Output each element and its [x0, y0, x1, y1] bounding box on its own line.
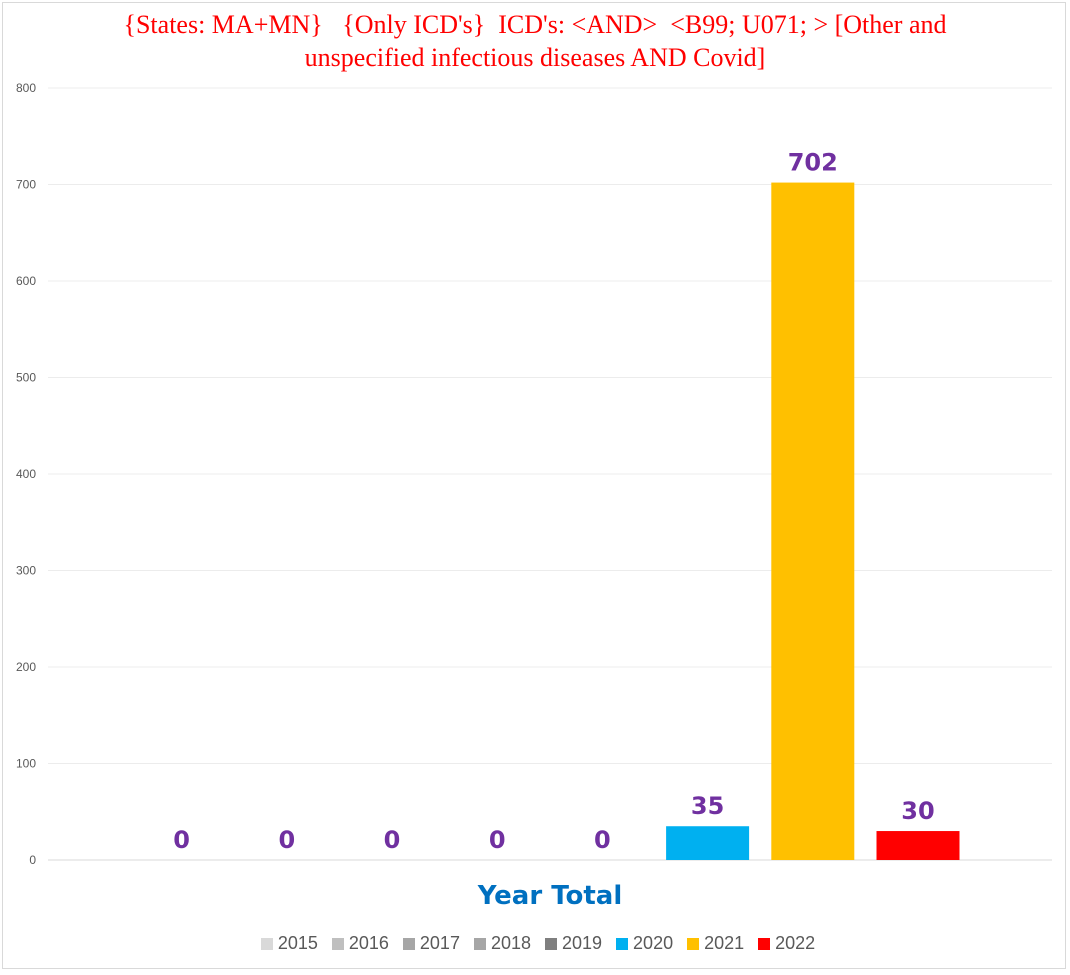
- y-tick-label: 0: [29, 853, 36, 867]
- y-tick-label: 300: [16, 564, 36, 578]
- bar-2021: [771, 182, 855, 860]
- data-label-2019: 0: [594, 826, 611, 854]
- chart-legend: 2015 2016 2017 2018 2019 2020 2021 2022: [0, 933, 1070, 954]
- data-label-2018: 0: [489, 826, 506, 854]
- legend-swatch: [473, 937, 486, 950]
- legend-label: 2018: [490, 933, 531, 953]
- legend-item-2021: 2021: [687, 933, 744, 954]
- legend-item-2018: 2018: [473, 933, 531, 954]
- legend-item-2020: 2020: [616, 933, 673, 954]
- x-axis-label: Year Total: [477, 881, 623, 911]
- data-label-2022: 30: [901, 797, 934, 825]
- legend-label: 2015: [277, 933, 318, 953]
- chart-title: {States: MA+MN} {Only ICD's} ICD's: <AND…: [0, 8, 1070, 74]
- y-tick-label: 700: [16, 178, 36, 192]
- y-tick-label: 600: [16, 274, 36, 288]
- legend-swatch: [402, 937, 415, 950]
- data-label-2017: 0: [384, 826, 401, 854]
- legend-swatch: [758, 937, 771, 950]
- legend-item-2017: 2017: [402, 933, 460, 954]
- legend-label: 2020: [633, 933, 674, 953]
- chart-title-line-1: {States: MA+MN} {Only ICD's} ICD's: <AND…: [123, 10, 947, 39]
- data-label-2021: 702: [788, 149, 838, 177]
- data-label-2020: 35: [691, 792, 724, 820]
- bar-2022: [876, 831, 960, 860]
- y-tick-label: 500: [16, 371, 36, 385]
- legend-item-2015: 2015: [260, 933, 318, 954]
- legend-swatch: [260, 937, 273, 950]
- legend-label: 2022: [775, 933, 816, 953]
- legend-item-2019: 2019: [545, 933, 602, 954]
- legend-label: 2021: [704, 933, 745, 953]
- y-tick-label: 200: [16, 660, 36, 674]
- y-tick-label: 400: [16, 467, 36, 481]
- legend-swatch: [545, 937, 557, 950]
- legend-label: 2016: [348, 933, 389, 953]
- chart-title-line-2: unspecified infectious diseases AND Covi…: [304, 43, 766, 72]
- legend-label: 2019: [562, 933, 603, 953]
- legend-label: 2017: [419, 933, 460, 953]
- bar-2020: [666, 826, 750, 860]
- data-label-2015: 0: [173, 826, 190, 854]
- legend-swatch: [331, 937, 344, 950]
- legend-item-2022: 2022: [758, 933, 815, 954]
- legend-swatch: [687, 937, 700, 950]
- y-tick-label: 800: [16, 81, 36, 95]
- legend-swatch: [616, 937, 629, 950]
- y-tick-label: 100: [16, 757, 36, 771]
- legend-item-2016: 2016: [331, 933, 389, 954]
- data-label-2016: 0: [278, 826, 295, 854]
